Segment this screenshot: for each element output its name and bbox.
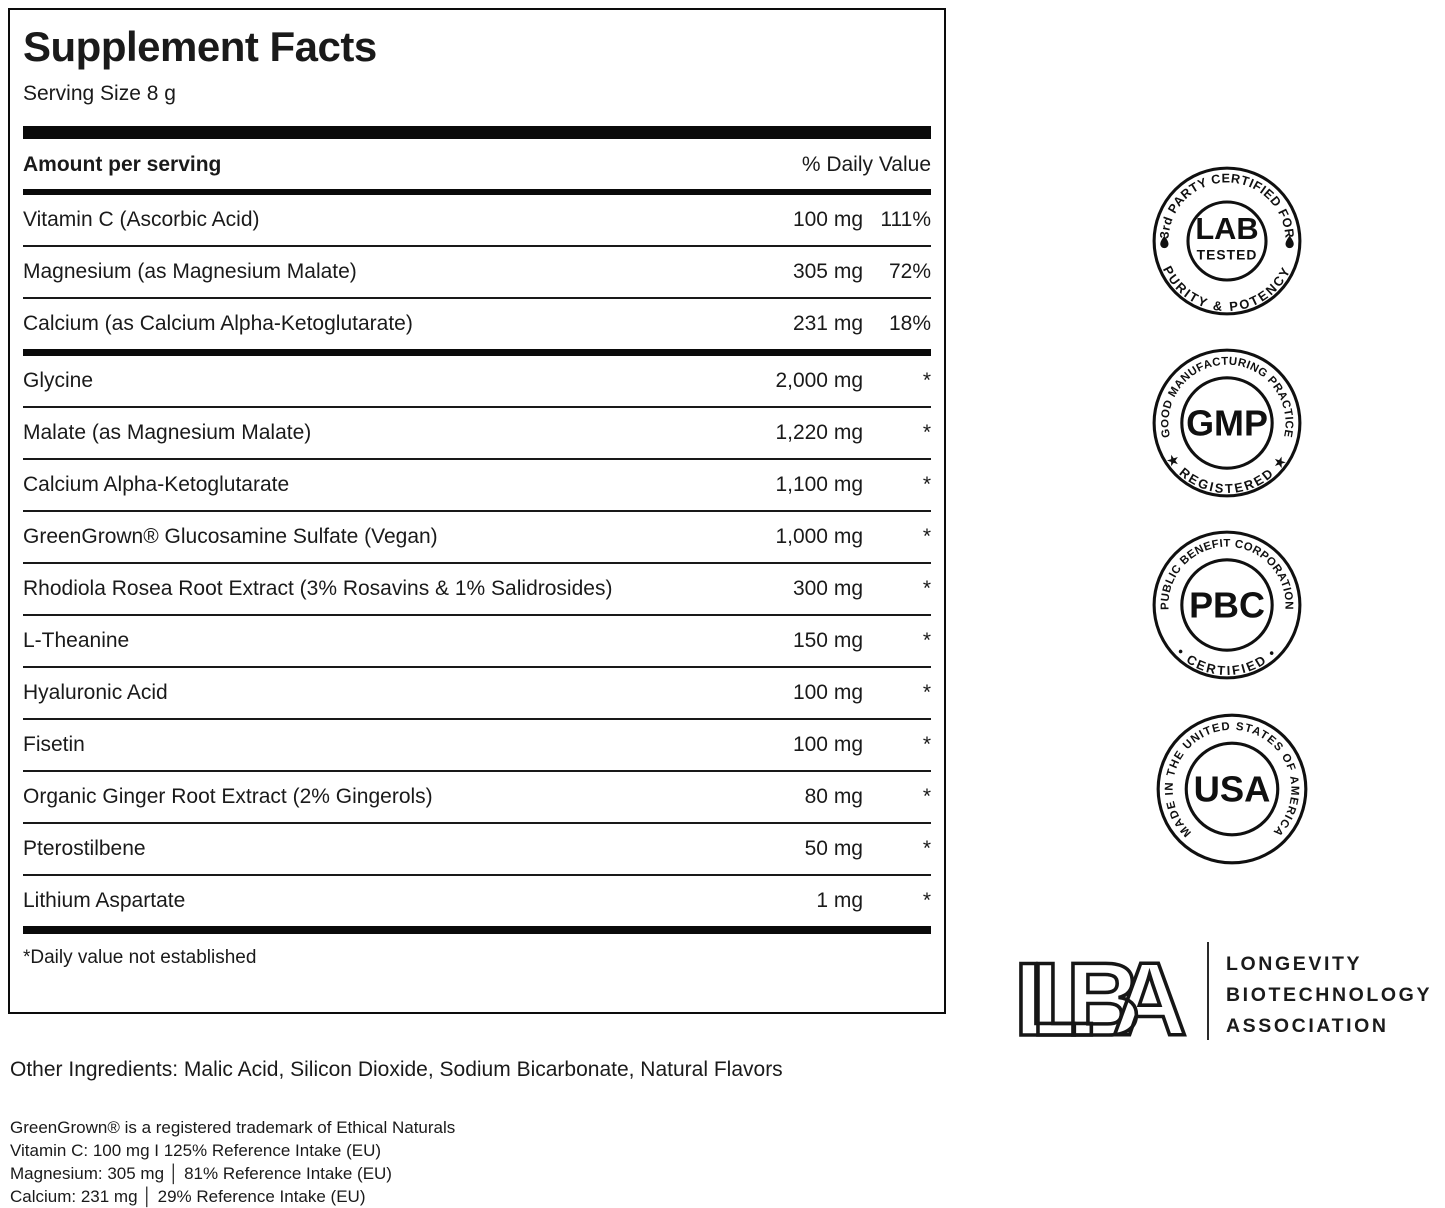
ingredient-daily-value: 72%	[888, 260, 931, 283]
ingredient-amount: 1,220 mg	[775, 421, 863, 444]
ingredient-daily-value: *	[922, 577, 931, 600]
table-row: Organic Ginger Root Extract (2% Gingerol…	[23, 772, 931, 824]
ingredient-amount: 1,100 mg	[775, 473, 863, 496]
droplet-icon	[1285, 235, 1294, 249]
badge-center-text: LAB	[1195, 211, 1258, 246]
ingredient-name: Calcium Alpha-Ketoglutarate	[23, 473, 290, 496]
table-row: GreenGrown® Glucosamine Sulfate (Vegan) …	[23, 512, 931, 564]
ingredient-amount: 1 mg	[816, 889, 863, 912]
ingredient-amount: 300 mg	[792, 577, 863, 600]
ingredient-daily-value: *	[922, 369, 931, 392]
lba-line: LONGEVITY	[1226, 953, 1363, 975]
ingredient-daily-value: *	[922, 681, 931, 704]
table-row: Rhodiola Rosea Root Extract (3% Rosavins…	[23, 564, 931, 616]
made-in-usa-badge: MADE IN THE UNITED STATES OF AMERICA USA	[1156, 713, 1308, 865]
ingredient-name: Organic Ginger Root Extract (2% Gingerol…	[23, 785, 433, 808]
ingredient-daily-value: *	[922, 525, 931, 548]
lba-association-name: LONGEVITY BIOTECHNOLOGY ASSOCIATION	[1226, 949, 1432, 1042]
table-row: Pterostilbene 50 mg *	[23, 824, 931, 876]
lba-divider	[1207, 942, 1209, 1040]
ingredient-amount: 150 mg	[792, 629, 863, 652]
ingredient-daily-value: *	[922, 421, 931, 444]
lba-line: BIOTECHNOLOGY	[1226, 984, 1433, 1006]
ingredient-amount: 231 mg	[792, 312, 863, 335]
lba-letter: L	[1031, 952, 1095, 1044]
ingredient-daily-value: 111%	[880, 208, 931, 231]
ingredient-amount: 50 mg	[804, 837, 863, 860]
pbc-certified-badge: PUBLIC BENEFIT CORPORATION • CERTIFIED •…	[1152, 530, 1302, 680]
ingredient-amount: 100 mg	[792, 681, 863, 704]
panel-title: Supplement Facts	[23, 23, 377, 70]
column-header-amount: Amount per serving	[23, 153, 222, 176]
table-row: L-Theanine 150 mg *	[23, 616, 931, 668]
ingredient-name: Fisetin	[23, 733, 85, 756]
lba-letter: A	[1112, 952, 1187, 1044]
table-row: Magnesium (as Magnesium Malate) 305 mg 7…	[23, 247, 931, 299]
ingredient-daily-value: 18%	[888, 312, 931, 335]
reference-notes: GreenGrown® is a registered trademark of…	[10, 1116, 455, 1208]
ingredient-daily-value: *	[922, 473, 931, 496]
gmp-registered-badge: GOOD MANUFACTURING PRACTICE ★ REGISTERED…	[1152, 348, 1302, 498]
table-row: Vitamin C (Ascorbic Acid) 100 mg 111%	[23, 195, 931, 247]
ingredient-name: L-Theanine	[23, 629, 130, 652]
lba-letter: B	[1066, 952, 1141, 1044]
table-row: Glycine 2,000 mg *	[23, 356, 931, 408]
table-row: Hyaluronic Acid 100 mg *	[23, 668, 931, 720]
lba-logo-icon: L L B A	[1012, 952, 1189, 1044]
note-vitamin-c: Vitamin C: 100 mg I 125% Reference Intak…	[10, 1141, 382, 1160]
ingredient-name: Magnesium (as Magnesium Malate)	[23, 260, 357, 283]
table-header-row: Amount per serving % Daily Value	[23, 139, 931, 195]
ingredient-name: Glycine	[23, 369, 94, 392]
droplet-icon	[1160, 235, 1169, 249]
ingredient-table: Vitamin C (Ascorbic Acid) 100 mg 111% Ma…	[23, 195, 931, 934]
ingredient-daily-value: *	[922, 889, 931, 912]
ingredient-daily-value: *	[922, 785, 931, 808]
ingredient-amount: 1,000 mg	[775, 525, 863, 548]
ingredient-daily-value: *	[922, 629, 931, 652]
table-row: Fisetin 100 mg *	[23, 720, 931, 772]
ingredient-amount: 80 mg	[804, 785, 863, 808]
supplement-facts-panel: Supplement Facts Serving Size 8 g Amount…	[8, 8, 946, 1014]
note-magnesium: Magnesium: 305 mg │ 81% Reference Intake…	[10, 1164, 392, 1183]
column-header-daily-value: % Daily Value	[801, 153, 931, 176]
lab-tested-badge: 3rd PARTY CERTIFIED FOR PURITY & POTENCY…	[1152, 166, 1302, 316]
ingredient-amount: 100 mg	[792, 208, 863, 231]
lba-line: ASSOCIATION	[1226, 1015, 1389, 1037]
ingredient-name: Vitamin C (Ascorbic Acid)	[23, 208, 260, 231]
other-ingredients: Other Ingredients: Malic Acid, Silicon D…	[10, 1058, 783, 1081]
badge-center-text: GMP	[1186, 402, 1268, 443]
ingredient-name: Rhodiola Rosea Root Extract (3% Rosavins…	[23, 577, 613, 600]
ingredient-name: Malate (as Magnesium Malate)	[23, 421, 312, 444]
ingredient-amount: 2,000 mg	[775, 369, 863, 392]
ingredient-daily-value: *	[922, 837, 931, 860]
daily-value-footnote: *Daily value not established	[23, 947, 257, 968]
ingredient-name: Pterostilbene	[23, 837, 146, 860]
badge-center-text: PBC	[1189, 584, 1265, 625]
serving-size: Serving Size 8 g	[23, 82, 176, 105]
table-row: Malate (as Magnesium Malate) 1,220 mg *	[23, 408, 931, 460]
lba-letter: L	[1014, 952, 1078, 1044]
ingredient-daily-value: *	[922, 733, 931, 756]
note-calcium: Calcium: 231 mg │ 29% Reference Intake (…	[10, 1187, 366, 1206]
note-trademark: GreenGrown® is a registered trademark of…	[10, 1118, 456, 1137]
ingredient-name: GreenGrown® Glucosamine Sulfate (Vegan)	[23, 525, 438, 548]
ingredient-name: Hyaluronic Acid	[23, 681, 168, 704]
ingredient-amount: 100 mg	[792, 733, 863, 756]
ingredient-name: Calcium (as Calcium Alpha-Ketoglutarate)	[23, 312, 413, 335]
table-row: Calcium Alpha-Ketoglutarate 1,100 mg *	[23, 460, 931, 512]
divider-heavy-top	[23, 126, 931, 139]
badge-center-text: USA	[1194, 768, 1271, 809]
table-row: Calcium (as Calcium Alpha-Ketoglutarate)…	[23, 299, 931, 356]
ingredient-name: Lithium Aspartate	[23, 889, 186, 912]
badge-center-subtext: TESTED	[1197, 246, 1258, 262]
ingredient-amount: 305 mg	[792, 260, 863, 283]
table-row: Lithium Aspartate 1 mg *	[23, 876, 931, 934]
